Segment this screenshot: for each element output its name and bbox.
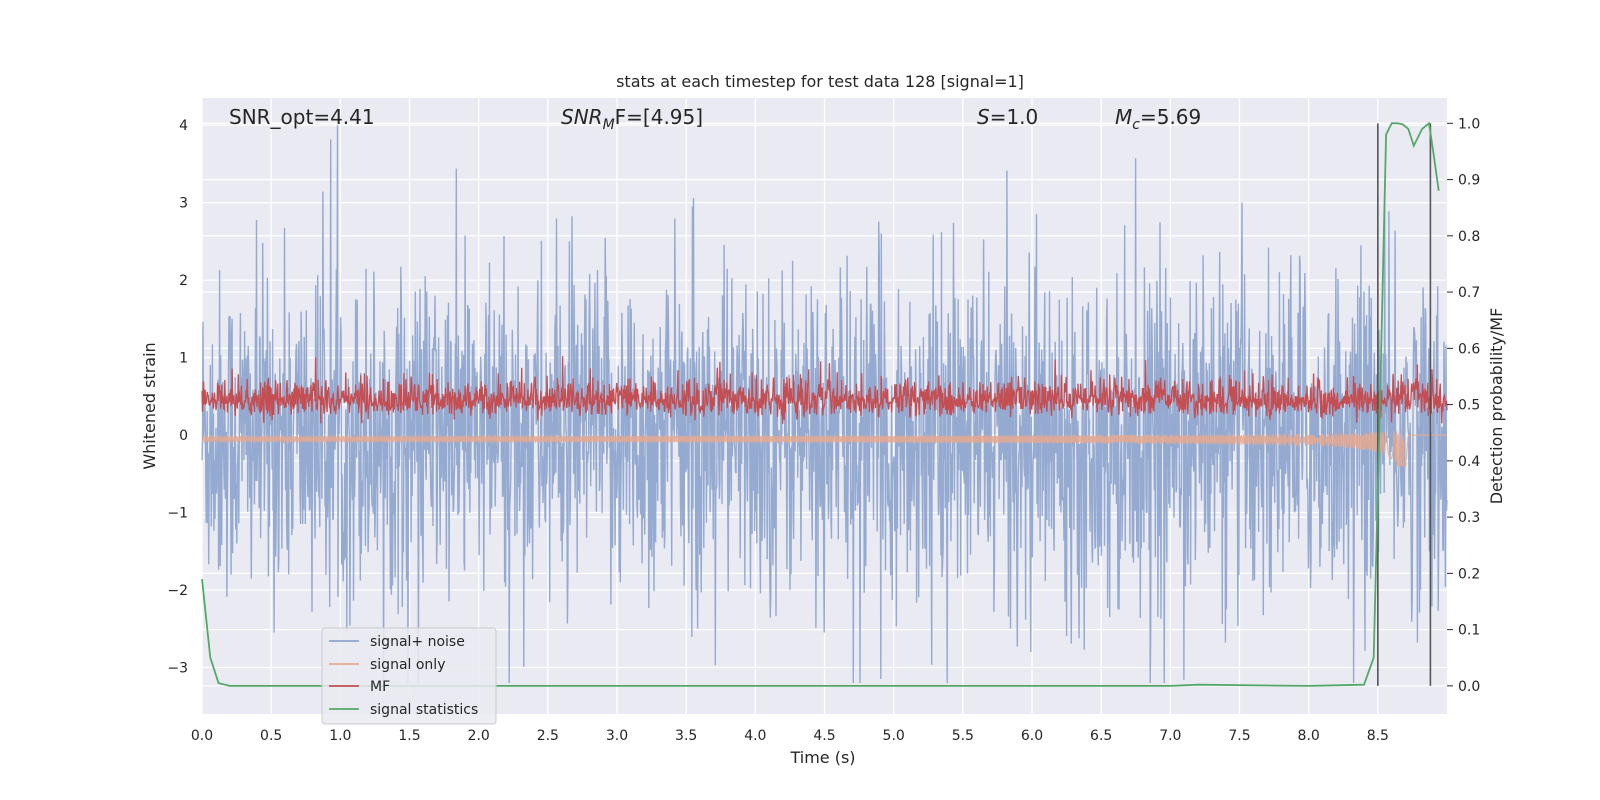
legend-item-signal-only: signal only: [329, 657, 445, 673]
x-tick-label: 5.0: [883, 728, 905, 744]
y-right-tick-label: 0.0: [1458, 679, 1480, 695]
x-tick-label: 6.0: [1021, 728, 1043, 744]
legend-label-signal-noise: signal+ noise: [370, 634, 465, 650]
legend-label-mf: MF: [370, 679, 390, 695]
y-tick-label: 4: [179, 118, 188, 134]
x-tick-label: 0.0: [191, 728, 213, 744]
legend: signal+ noise signal only MF signal stat…: [321, 627, 497, 725]
x-tick-label: 4.0: [744, 728, 766, 744]
y-right-tick-label: 0.3: [1458, 510, 1480, 526]
y-right-tick-label: 0.2: [1458, 566, 1480, 582]
axes: 0.0 0.5 1.0 1.5 2.0 2.5 3.0 3.5 4.0 4.5 5.0 5.5 6.0 6…: [167, 116, 1480, 744]
legend-label-signal-only: signal only: [370, 657, 445, 673]
x-tick-label: 2.0: [468, 728, 490, 744]
legend-item-signal-noise: signal+ noise: [329, 634, 465, 650]
x-axis-label: Time (s): [789, 748, 855, 767]
annotation-s: S=1.0: [977, 105, 1038, 129]
x-tick-label: 8.0: [1298, 728, 1320, 744]
y-tick-label: −1: [167, 506, 188, 522]
annotation-snr-mf-sub: M: [603, 117, 615, 133]
y-tick-label: −2: [167, 583, 188, 599]
y-right-tick-label: 0.1: [1458, 623, 1480, 639]
legend-item-signal-statistics: signal statistics: [329, 702, 478, 718]
y-right-tick-label: 0.8: [1458, 229, 1480, 245]
annotation-snr-mf: SNRMF=[4.95]: [561, 105, 703, 133]
series-signal-noise-line: [201, 125, 1448, 684]
y-axis-label: Whitened strain: [140, 342, 159, 469]
x-tick-label: 6.5: [1090, 728, 1112, 744]
legend-item-mf: MF: [329, 679, 390, 695]
x-tick-label: 1.0: [329, 728, 351, 744]
y-tick-label: 3: [179, 196, 188, 212]
annotation-snr-opt: SNR_opt=4.41: [229, 105, 375, 129]
y-axis-right-label: Detection probability/MF: [1487, 308, 1506, 505]
y-right-tick-label: 0.6: [1458, 341, 1480, 357]
x-tick-label: 4.5: [813, 728, 835, 744]
annotation-mc-value: =5.69: [1140, 105, 1201, 129]
x-tick-label: 7.0: [1159, 728, 1181, 744]
legend-label-signal-statistics: signal statistics: [370, 702, 478, 718]
y-right-tick-label: 0.5: [1458, 398, 1480, 414]
x-tick-label: 5.5: [952, 728, 974, 744]
annotation-snr-mf-base: SNR: [561, 105, 603, 129]
y-tick-label: 0: [179, 428, 188, 444]
y-tick-label: 1: [179, 351, 188, 367]
y-right-tick-label: 1.0: [1458, 116, 1480, 132]
chart-title: stats at each timestep for test data 128…: [616, 72, 1024, 91]
annotation-mc: Mc=5.69: [1115, 105, 1201, 133]
y-right-tick-label: 0.4: [1458, 454, 1480, 470]
annotation-mc-symbol: M: [1115, 105, 1132, 129]
x-tick-label: 7.5: [1228, 728, 1250, 744]
y-tick-label: −3: [167, 661, 188, 677]
legend-frame: [321, 627, 497, 725]
x-tick-label: 0.5: [260, 728, 282, 744]
annotation-s-symbol: S: [977, 105, 990, 129]
y-tick-label: 2: [179, 273, 188, 289]
annotation-mc-sub: c: [1132, 117, 1140, 133]
annotation-s-value: =1.0: [990, 105, 1039, 129]
x-tick-label: 1.5: [398, 728, 420, 744]
series-signal-only-line: [201, 431, 1447, 467]
annotation-snr-mf-tail: F=[4.95]: [615, 105, 703, 129]
y-right-tick-label: 0.7: [1458, 285, 1480, 301]
x-tick-label: 2.5: [537, 728, 559, 744]
y-right-tick-label: 0.9: [1458, 173, 1480, 189]
x-tick-label: 8.5: [1367, 728, 1389, 744]
x-tick-label: 3.5: [675, 728, 697, 744]
series-mf-line: [201, 356, 1448, 424]
x-tick-label: 3.0: [606, 728, 628, 744]
